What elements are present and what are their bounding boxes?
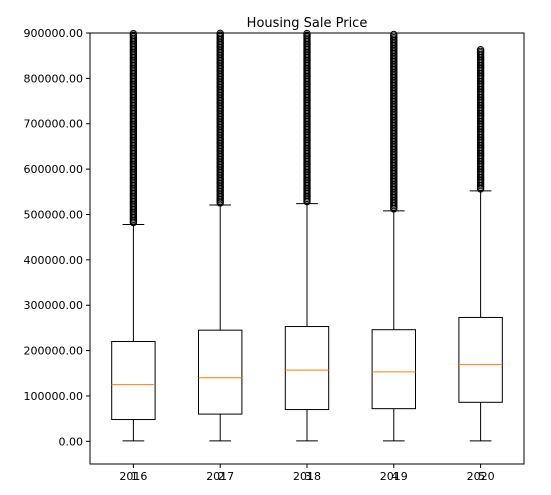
x-tick-label: 2018	[293, 470, 321, 483]
y-axis: 0.00 100000.00 200000.00 300000.00 400000.00…	[24, 27, 90, 448]
iqr-box	[111, 341, 156, 421]
outliers	[390, 30, 398, 213]
y-tick-label: 0.00	[59, 435, 84, 448]
y-tick-label: 400000.00	[24, 254, 84, 267]
x-tick-index-label: 4	[391, 470, 398, 483]
y-tick-label: 900000.00	[24, 27, 84, 40]
outliers	[476, 45, 485, 193]
outliers	[303, 29, 311, 206]
x-tick-label: 2017	[206, 470, 234, 483]
y-tick-label: 700000.00	[24, 118, 84, 131]
y-tick-label: 300000.00	[24, 299, 84, 312]
x-tick-index-label: 1	[131, 470, 138, 483]
x-tick-index-label: 2	[218, 470, 225, 483]
y-tick-label: 200000.00	[24, 345, 84, 358]
box-2018	[284, 29, 330, 442]
x-tick-index-label: 5	[478, 470, 485, 483]
y-tick-label: 800000.00	[24, 72, 84, 85]
box-2016	[111, 29, 156, 442]
x-tick-label: 2016	[119, 470, 147, 483]
y-tick-label: 100000.00	[24, 390, 84, 403]
outlier-point	[390, 30, 398, 39]
x-tick-label: 2019	[380, 470, 408, 483]
outlier-point	[303, 29, 311, 38]
outlier-point	[129, 29, 138, 38]
chart-title: Housing Sale Price	[247, 16, 368, 31]
box-2017	[198, 29, 243, 442]
box-2020	[458, 45, 503, 442]
y-tick-label: 500000.00	[24, 208, 84, 221]
box-2019	[371, 30, 417, 442]
iqr-box	[371, 329, 417, 410]
x-tick-index-label: 3	[305, 470, 312, 483]
outliers	[129, 29, 138, 227]
plot-area	[111, 29, 503, 442]
y-tick-label: 600000.00	[24, 163, 84, 176]
iqr-box	[458, 316, 503, 403]
x-tick-label: 2020	[467, 470, 495, 483]
iqr-box	[198, 329, 243, 415]
iqr-box	[284, 326, 330, 411]
outliers	[216, 29, 224, 207]
outlier-point	[476, 45, 485, 54]
